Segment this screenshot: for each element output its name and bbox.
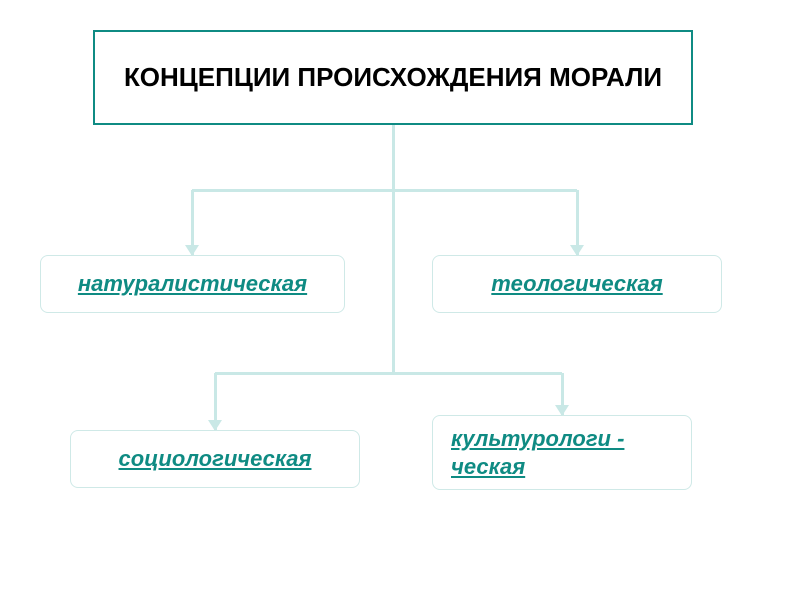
root-title-text: КОНЦЕПЦИИ ПРОИСХОЖДЕНИЯ МОРАЛИ: [124, 61, 662, 95]
conn-hbar-1: [192, 189, 577, 192]
node-theological: теологическая: [432, 255, 722, 313]
node-culturological-label: культурологи - ческая: [451, 425, 673, 480]
root-node: КОНЦЕПЦИИ ПРОИСХОЖДЕНИЯ МОРАЛИ: [93, 30, 693, 125]
node-naturalistic: натуралистическая: [40, 255, 345, 313]
arrow-icon: [555, 405, 569, 416]
node-naturalistic-label: натуралистическая: [78, 270, 307, 298]
arrow-icon: [185, 245, 199, 256]
arrow-icon: [208, 420, 222, 431]
node-sociological-label: социологическая: [119, 445, 312, 473]
arrow-icon: [570, 245, 584, 256]
node-theological-label: теологическая: [491, 270, 662, 298]
conn-hbar-2: [215, 372, 562, 375]
node-sociological: социологическая: [70, 430, 360, 488]
conn-stem-1: [392, 125, 395, 190]
node-culturological: культурологи - ческая: [432, 415, 692, 490]
conn-stem-2: [392, 190, 395, 373]
